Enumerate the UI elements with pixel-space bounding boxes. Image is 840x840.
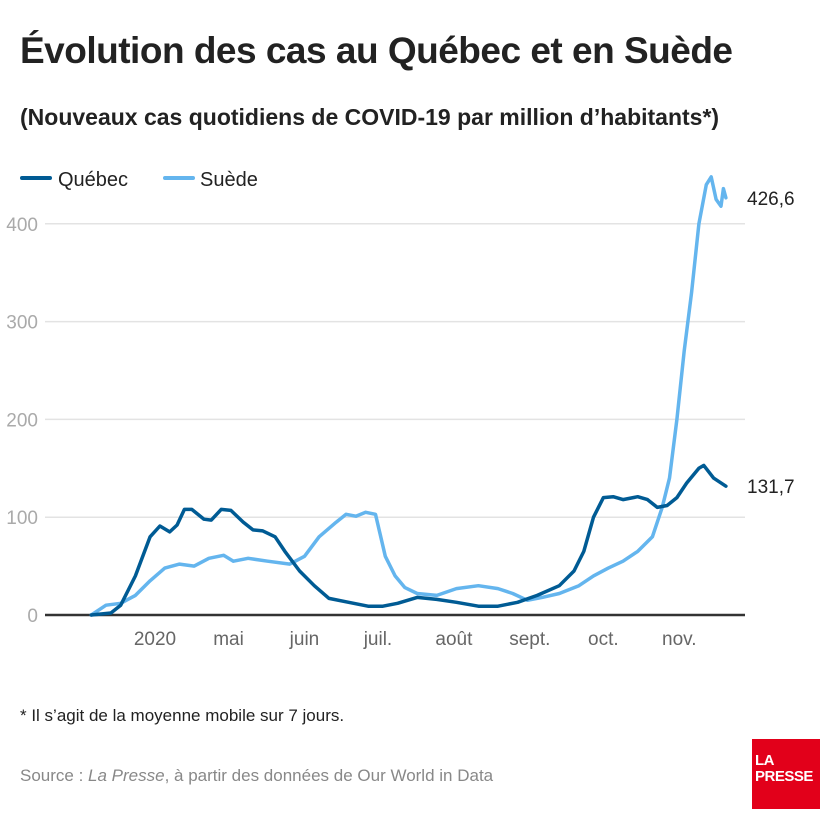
end-label-suede: 426,6: [747, 189, 795, 210]
source-prefix: Source :: [20, 766, 89, 785]
x-tick-label: oct.: [588, 629, 619, 650]
chart-subtitle: (Nouveaux cas quotidiens de COVID-19 par…: [20, 104, 720, 130]
x-tick-label: nov.: [662, 629, 697, 650]
end-label-quebec: 131,7: [747, 477, 795, 498]
series-line-quebec: [89, 463, 728, 617]
y-tick-label: 100: [6, 508, 38, 529]
x-tick-label: juin: [289, 629, 320, 650]
x-tick-label: 2020: [134, 629, 176, 650]
source-credit: Source : La Presse, à partir des données…: [20, 766, 493, 786]
la-presse-logo: LA PRESSE: [752, 739, 820, 809]
x-tick-label: août: [435, 629, 473, 650]
y-tick-label: 0: [27, 606, 38, 627]
source-suffix: , à partir des données de Our World in D…: [164, 766, 494, 785]
x-tick-label: mai: [213, 629, 244, 650]
x-tick-label: sept.: [509, 629, 550, 650]
footnote: * Il s’agit de la moyenne mobile sur 7 j…: [20, 706, 345, 725]
y-tick-label: 200: [6, 410, 38, 431]
legend: Québec Suède: [20, 169, 258, 191]
source-publication: La Presse: [88, 766, 165, 785]
y-tick-label: 300: [6, 313, 38, 334]
series-line-suede: [89, 175, 728, 617]
chart-title: Évolution des cas au Québec et en Suède: [20, 30, 733, 71]
line-chart: Québec Suède 0 100 200 300 400 2020 mai juin ju…: [6, 169, 795, 650]
legend-label-suede: Suède: [200, 169, 258, 191]
x-tick-label: juil.: [363, 629, 393, 650]
legend-label-quebec: Québec: [58, 169, 128, 191]
y-tick-label: 400: [6, 215, 38, 236]
